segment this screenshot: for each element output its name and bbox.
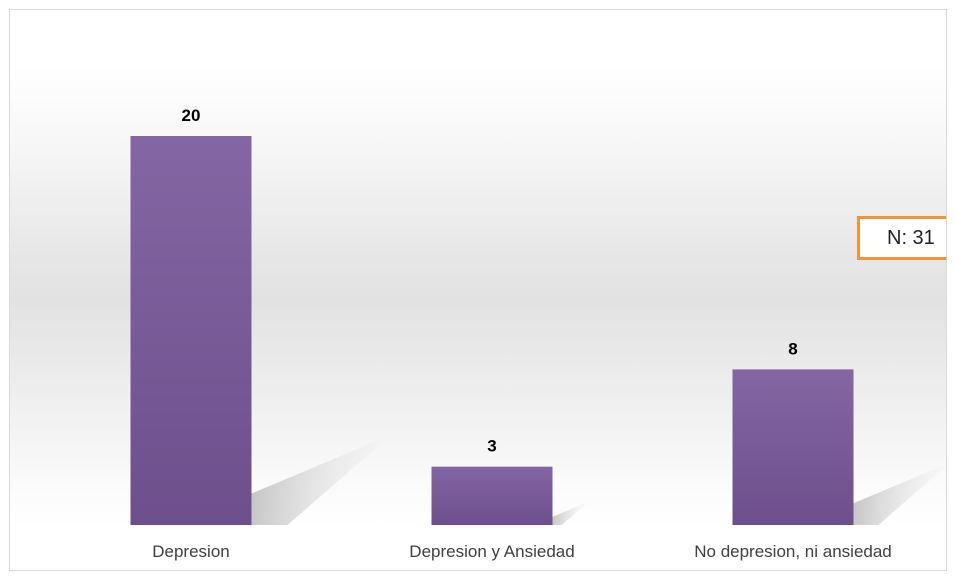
bar-shadow: [252, 435, 392, 525]
data-label-3: 8: [788, 339, 797, 358]
category-label-3: No depresion, ni ansiedad: [694, 542, 892, 561]
sample-size-annotation: N: 31: [857, 216, 947, 260]
category-label-1: Depresion: [152, 542, 230, 561]
data-label-1: 20: [182, 106, 201, 125]
category-label-2: Depresion y Ansiedad: [409, 542, 574, 561]
bar-3: [733, 369, 854, 525]
bar-shadow: [553, 502, 589, 525]
bar-1: [131, 136, 252, 525]
bar-2: [432, 467, 553, 525]
chart-area: 20 Depresion 3 Depresion y Ansiedad 8 No depr…: [9, 9, 947, 571]
data-label-2: 3: [487, 437, 496, 456]
bar-shadow: [854, 463, 948, 525]
bar-chart: 20 Depresion 3 Depresion y Ansiedad 8 No depr…: [10, 10, 947, 571]
